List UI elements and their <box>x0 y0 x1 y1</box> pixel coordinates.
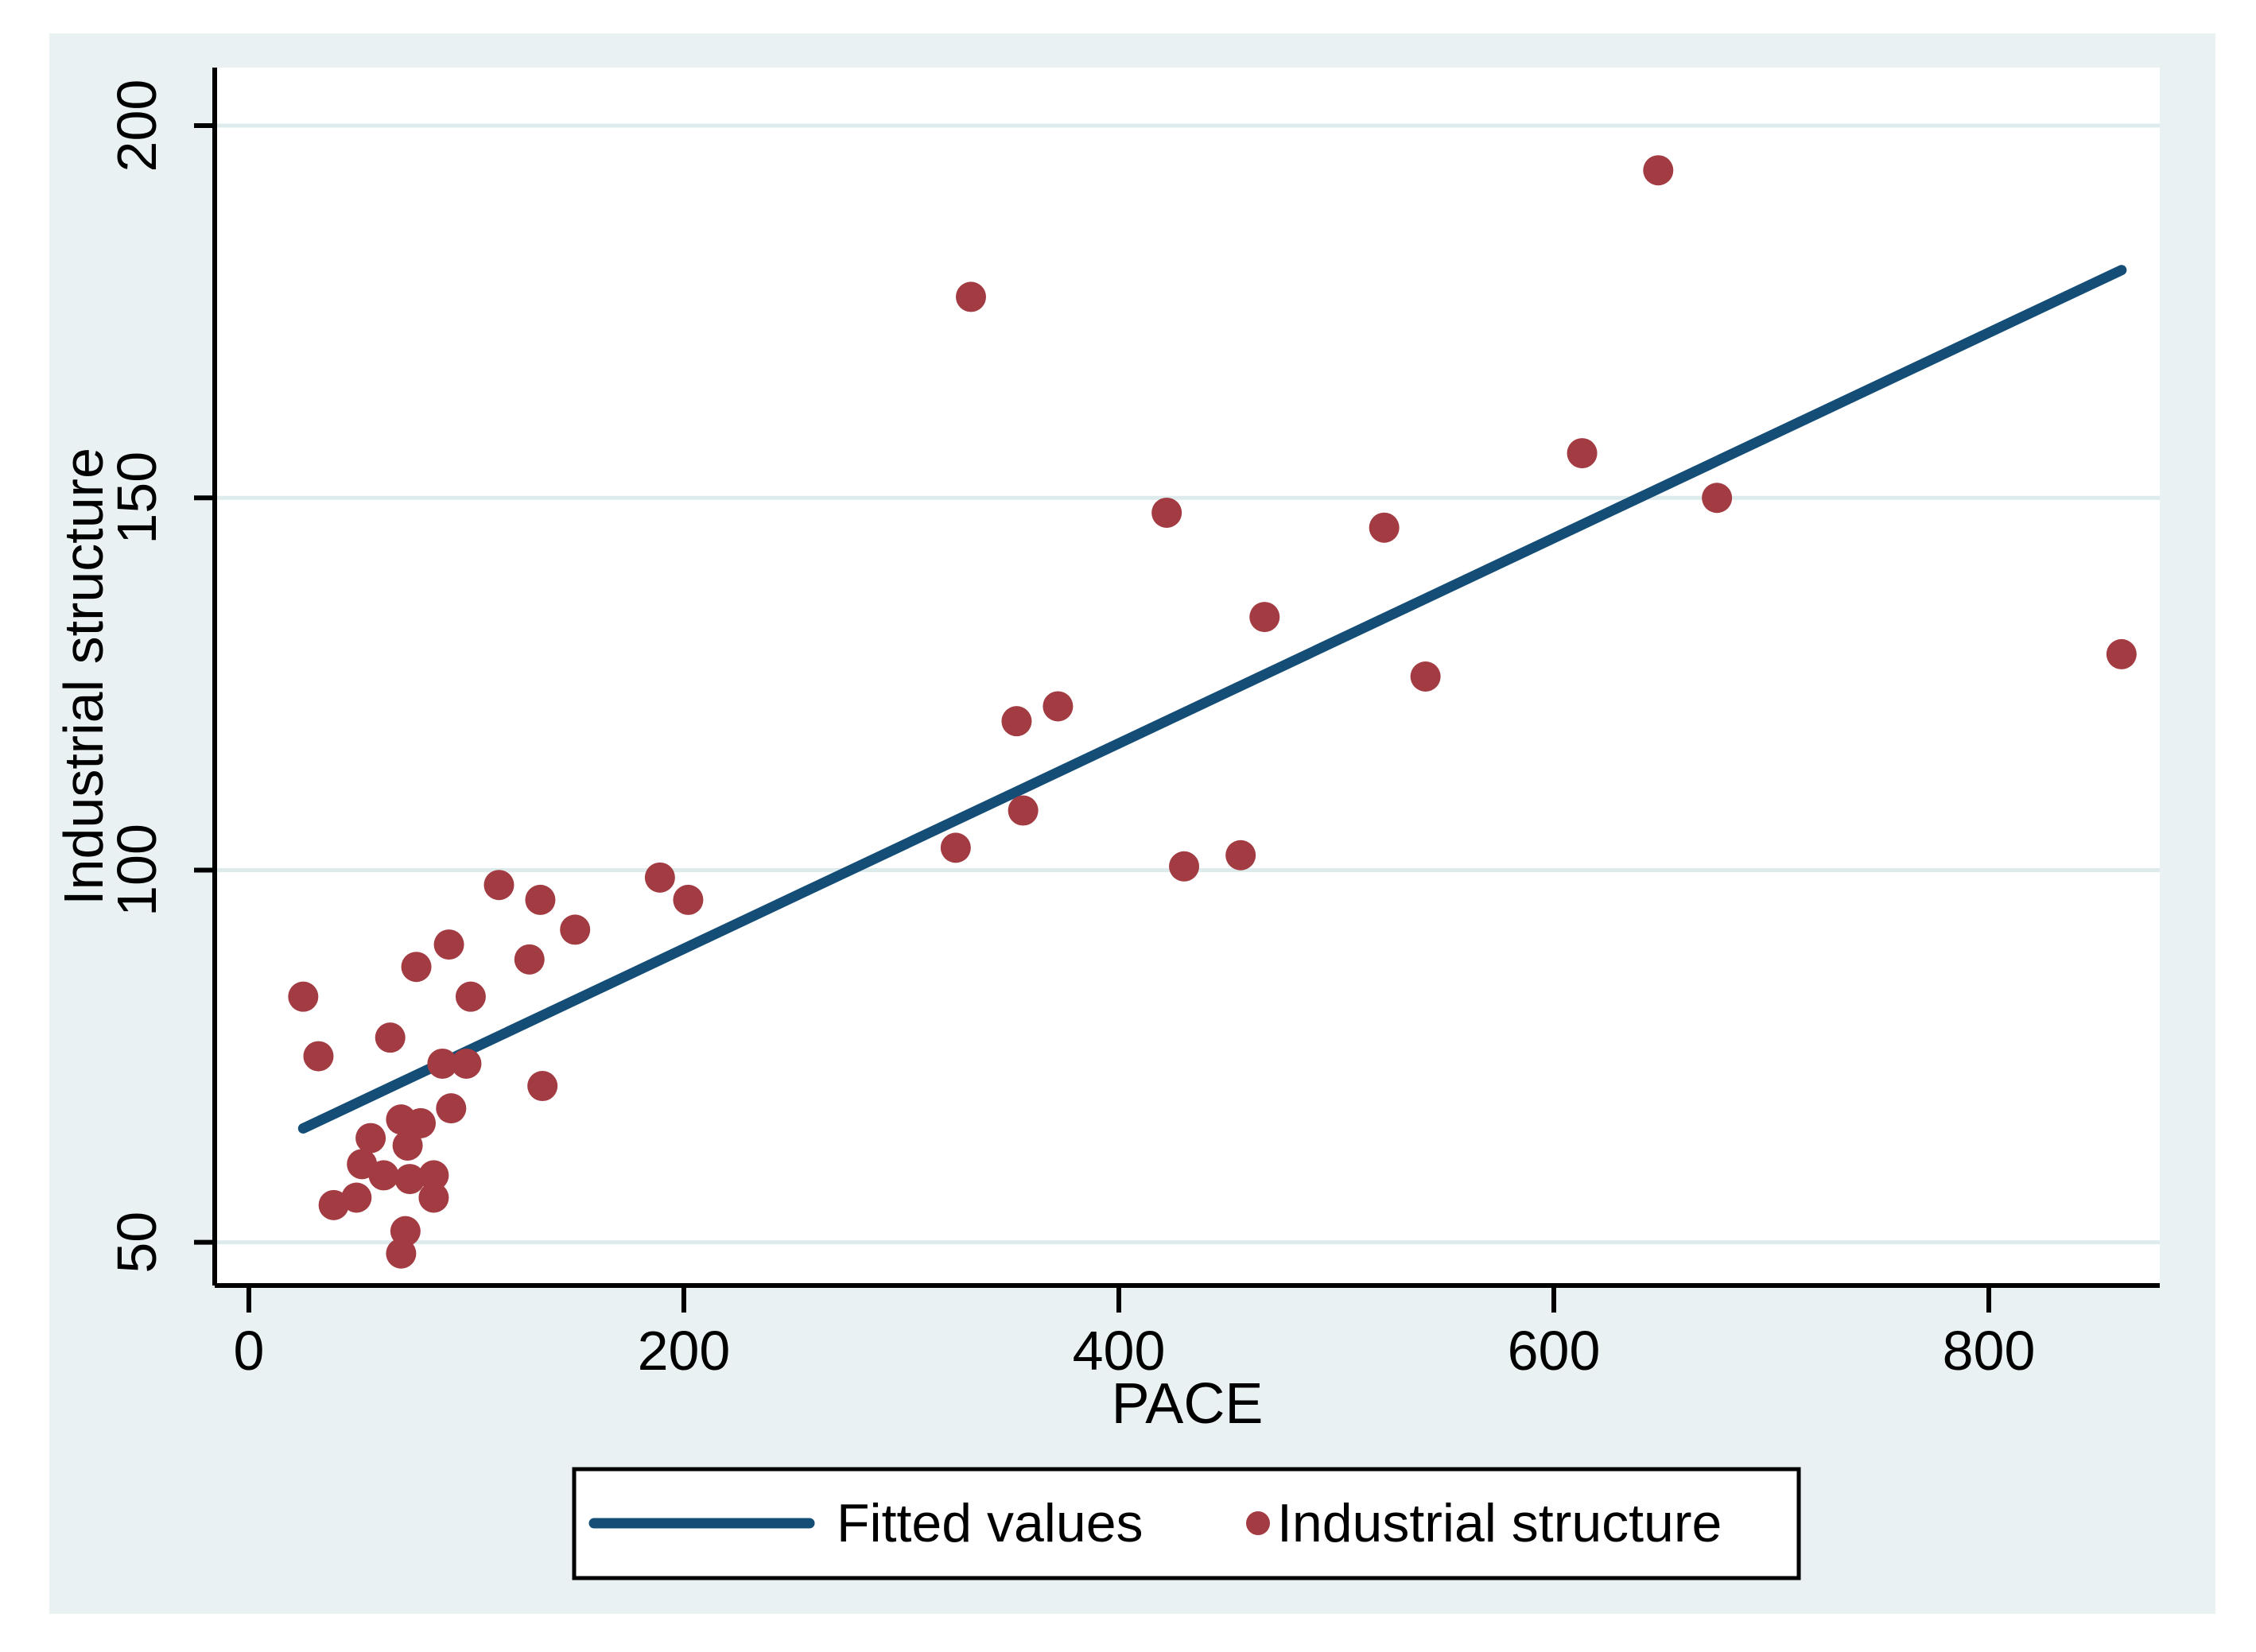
scatter-point <box>1567 438 1598 469</box>
scatter-point <box>1410 661 1441 692</box>
scatter-point <box>318 1189 349 1220</box>
scatter-point <box>394 1164 425 1195</box>
scatter-point <box>1643 155 1674 186</box>
y-tick-label: 100 <box>106 824 168 917</box>
scatter-point <box>955 281 986 312</box>
y-tick-label: 50 <box>106 1212 168 1274</box>
scatter-point <box>303 1041 334 1072</box>
scatter-point <box>483 870 514 901</box>
scatter-point <box>560 914 591 945</box>
scatter-point <box>406 1107 437 1138</box>
scatter-point <box>392 1130 423 1161</box>
scatter-point <box>427 1048 458 1079</box>
scatter-point <box>455 981 486 1012</box>
axes: 50 100 150 200 0 200 400 600 800 <box>106 68 2160 1382</box>
scatter-point <box>386 1238 417 1269</box>
legend-scatter-dot-sample <box>1246 1511 1270 1535</box>
scatter-point <box>436 1093 467 1124</box>
x-tick-label: 400 <box>1073 1320 1166 1382</box>
x-tick-label: 0 <box>233 1320 264 1382</box>
scatter-point <box>940 832 971 863</box>
scatter-point <box>1702 483 1733 514</box>
scatter-point <box>1169 851 1200 882</box>
scatter-point <box>341 1182 372 1213</box>
scatter-point <box>1151 497 1182 528</box>
scatter-point <box>451 1048 482 1079</box>
scatter-point <box>1249 602 1280 633</box>
y-tick-label: 150 <box>106 452 168 545</box>
scatter-point <box>1369 512 1400 543</box>
scatter-point <box>527 1071 558 1102</box>
y-axis-title: Industrial structure <box>52 448 115 905</box>
legend-label-fitted-values: Fitted values <box>837 1493 1144 1553</box>
scatter-point <box>401 952 432 983</box>
scatter-point <box>355 1123 386 1154</box>
y-tick-label: 200 <box>106 79 168 173</box>
scatter-point <box>514 944 545 975</box>
scatter-point <box>1008 795 1039 826</box>
fitted-line <box>297 265 2127 1134</box>
scatter-point <box>1225 840 1256 871</box>
scatter-point <box>375 1022 406 1053</box>
scatter-point <box>368 1160 399 1191</box>
legend-label-industrial-structure: Industrial structure <box>1277 1493 1722 1553</box>
scatter-point <box>644 862 675 893</box>
legend: Fitted values Industrial structure <box>572 1467 1801 1580</box>
scatter-point <box>1043 691 1074 722</box>
x-tick-label: 800 <box>1943 1320 2036 1382</box>
scatter-point <box>1001 706 1032 737</box>
scatter-point <box>418 1182 449 1213</box>
data-series <box>288 155 2137 1269</box>
x-axis-title: PACE <box>1112 1372 1264 1436</box>
scatter-point <box>673 884 704 915</box>
scatter-point <box>418 1160 449 1191</box>
scatter-point <box>288 981 319 1012</box>
scatter-point <box>2106 638 2137 669</box>
scatter-point <box>390 1216 421 1247</box>
scatter-point <box>525 884 556 915</box>
x-tick-label: 600 <box>1508 1320 1601 1382</box>
plot-area <box>215 68 2160 1286</box>
x-tick-label: 200 <box>638 1320 731 1382</box>
scatter-point <box>433 929 464 960</box>
